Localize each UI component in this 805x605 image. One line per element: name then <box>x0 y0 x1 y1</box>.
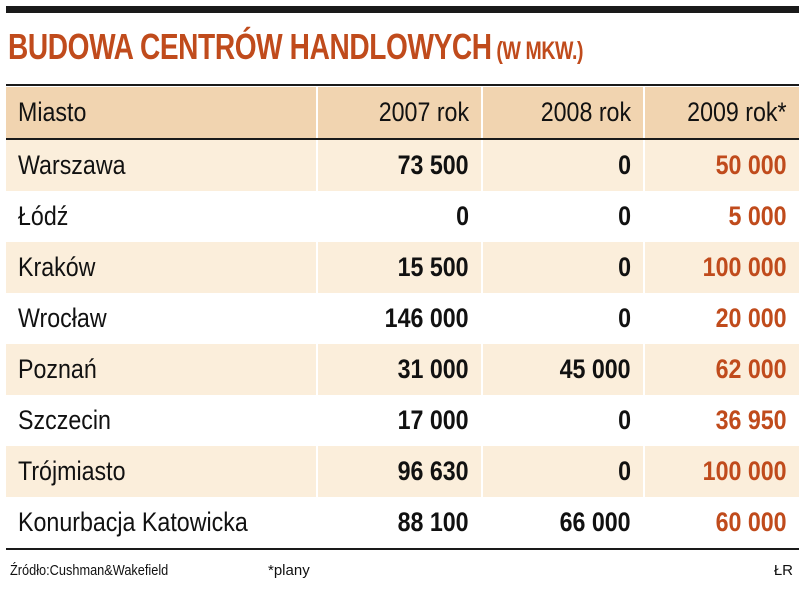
city-cell: Konurbacja Katowicka <box>6 497 318 548</box>
value-cell-2009: 62 000 <box>644 344 799 395</box>
chart-title: BUDOWA CENTRÓW HANDLOWYCH (W MKW.) <box>8 26 584 68</box>
value-cell-2008: 0 <box>482 446 645 497</box>
city-cell: Łódź <box>6 191 318 242</box>
city-cell: Trójmiasto <box>6 446 318 497</box>
value-cell-2009: 36 950 <box>715 405 787 435</box>
value-cell-2009: 100 000 <box>644 446 799 497</box>
value-cell-2009: 60 000 <box>715 507 787 537</box>
table-row: Kraków 15 500 0 100 000 <box>6 242 799 293</box>
city-cell: Wrocław <box>6 293 318 344</box>
city-cell: Kraków <box>6 242 318 293</box>
value-cell-2008: 0 <box>482 139 645 191</box>
value-cell-2008: 0 <box>482 395 645 446</box>
chart-unit: (W MKW.) <box>496 37 584 65</box>
value-cell-2008: 66 000 <box>482 497 645 548</box>
value-cell-2007: 73 500 <box>317 139 483 191</box>
city-cell: Poznań <box>6 344 318 395</box>
table-row: Warszawa 73 500 0 50 000 <box>6 139 799 191</box>
value-cell-2009: 20 000 <box>715 303 787 333</box>
value-cell-2007: 88 100 <box>317 497 483 548</box>
table-row: Wrocław 146 000 0 20 000 <box>6 293 799 344</box>
column-header-2009: 2009 rok* <box>644 87 799 140</box>
column-header-2008: 2008 rok <box>482 87 645 140</box>
value-cell-2008: 0 <box>482 191 645 242</box>
value-cell-2007: 146 000 <box>317 293 483 344</box>
value-cell-2009: 50 000 <box>644 139 799 191</box>
table-row: Trójmiasto 96 630 0 100 000 <box>6 446 799 497</box>
value-cell-2008: 0 <box>482 242 645 293</box>
table-bottom-rule <box>6 548 799 550</box>
author-initials: ŁR <box>773 562 793 579</box>
data-table: Miasto 2007 rok 2008 rok 2009 rok* Warsz… <box>6 87 799 548</box>
header-top-rule <box>6 84 799 86</box>
table-row: Konurbacja Katowicka 88 100 66 000 60 00… <box>6 497 799 548</box>
value-cell-2007: 17 000 <box>317 395 483 446</box>
city-cell: Warszawa <box>6 139 318 191</box>
table-row: Poznań 31 000 45 000 62 000 <box>6 344 799 395</box>
source-note: Źródło:Cushman&Wakefield <box>10 562 169 579</box>
table-row: Łódź 0 0 5 000 <box>6 191 799 242</box>
value-cell-2009: 100 000 <box>644 242 799 293</box>
value-cell-2007: 15 500 <box>317 242 483 293</box>
table-row: Szczecin 17 000 0 36 950 <box>6 395 799 446</box>
value-cell-2009: 5 000 <box>728 201 787 231</box>
column-header-2007: 2007 rok <box>317 87 483 140</box>
value-cell-2007: 0 <box>317 191 483 242</box>
value-cell-2007: 31 000 <box>317 344 483 395</box>
chart-title-text: BUDOWA CENTRÓW HANDLOWYCH <box>8 26 492 67</box>
header-row: Miasto 2007 rok 2008 rok 2009 rok* <box>6 87 799 140</box>
city-cell: Szczecin <box>6 395 318 446</box>
column-header-city: Miasto <box>6 87 318 140</box>
value-cell-2008: 0 <box>482 293 645 344</box>
value-cell-2008: 45 000 <box>482 344 645 395</box>
footnote-plans: *plany <box>268 562 310 579</box>
value-cell-2007: 96 630 <box>317 446 483 497</box>
top-rule <box>6 6 799 13</box>
